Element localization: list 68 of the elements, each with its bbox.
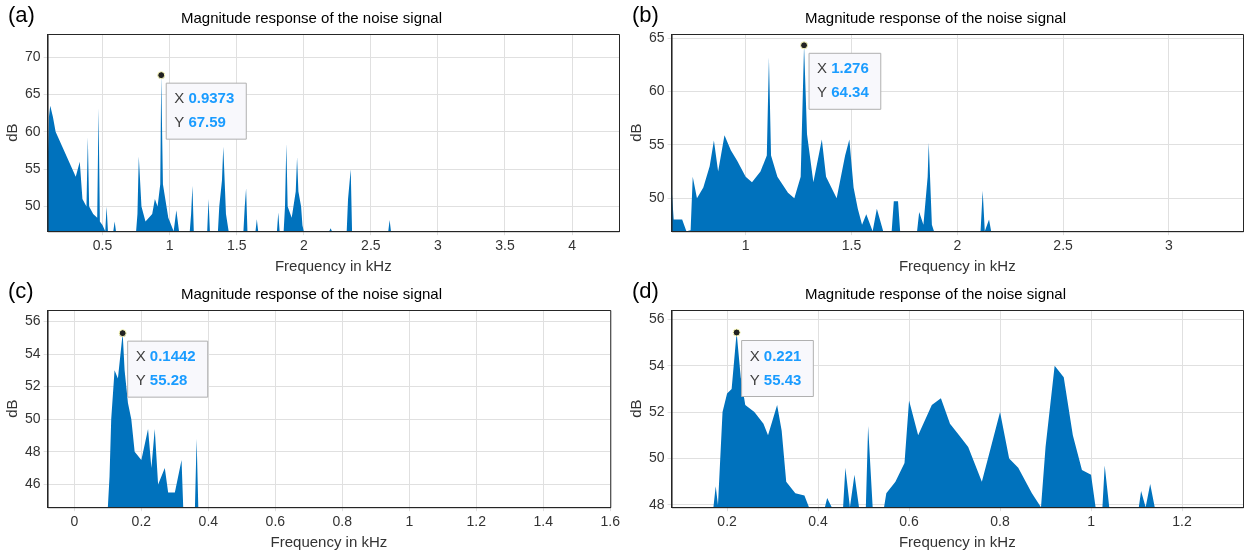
y-tick-label: 60: [648, 82, 665, 99]
x-tick-label: 1.5: [226, 237, 247, 254]
y-tick-label: 55: [648, 135, 665, 152]
y-tick-label: 70: [24, 48, 41, 65]
x-tick-label: 0.5: [92, 237, 113, 254]
y-tick-label: 52: [648, 402, 665, 419]
x-tick-label: 3.5: [495, 237, 515, 254]
x-tick-label: 0.8: [332, 513, 353, 530]
x-tick-label: 1.2: [466, 513, 487, 530]
chart-title: Magnitude response of the noise signal: [180, 285, 443, 303]
y-tick-label: 56: [648, 310, 665, 327]
x-tick-label: 0.2: [131, 513, 152, 530]
x-tick-label: 0.2: [717, 513, 738, 530]
y-tick-label: 50: [648, 449, 665, 466]
y-axis-title: dB: [3, 123, 21, 142]
x-tick-label: 1.4: [533, 513, 554, 530]
y-tick-label: 54: [24, 344, 41, 361]
x-tick-label: 2.5: [361, 237, 381, 254]
y-tick-label: 48: [24, 442, 41, 459]
x-tick-label: 1.6: [600, 513, 621, 530]
x-tick-label: 3: [1165, 237, 1174, 254]
x-tick-label: 2: [953, 237, 962, 254]
x-axis-title: Frequency in kHz: [274, 257, 392, 275]
x-tick-label: 2: [299, 237, 308, 254]
x-axis-title: Frequency in kHz: [898, 257, 1016, 275]
x-tick-label: 0.4: [198, 513, 219, 530]
y-tick-label: 50: [24, 197, 41, 214]
x-tick-label: 1.5: [841, 237, 862, 254]
x-axis-title: Frequency in kHz: [270, 533, 388, 551]
text: (a): [8, 2, 35, 28]
annotation: X 0.9373 Y 67.59: [174, 89, 235, 131]
y-tick-label: 50: [24, 410, 41, 427]
y-axis-title: dB: [627, 123, 645, 142]
x-tick-label: 1: [405, 513, 414, 530]
y-tick-label: 56: [24, 312, 41, 329]
x-axis-title: Frequency in kHz: [898, 533, 1016, 551]
x-tick-label: 1: [741, 237, 750, 254]
x-tick-label: 0.6: [899, 513, 919, 530]
x-tick-label: 2.5: [1053, 237, 1074, 254]
annotation: X 0.221 Y 55.43: [749, 346, 802, 388]
x-tick-label: 3: [434, 237, 443, 254]
y-tick-label: 60: [24, 122, 41, 139]
x-tick-label: 0.6: [265, 513, 286, 530]
x-tick-label: 0.8: [990, 513, 1010, 530]
chart-title: Magnitude response of the noise signal: [804, 9, 1067, 27]
y-tick-label: 48: [648, 495, 665, 512]
y-tick-label: 50: [648, 189, 665, 206]
y-axis-title: dB: [627, 399, 645, 418]
text: (d): [632, 278, 659, 304]
x-tick-label: 1: [165, 237, 174, 254]
x-tick-label: 1: [1087, 513, 1096, 530]
text: (b): [632, 2, 659, 28]
y-tick-label: 46: [24, 475, 41, 492]
x-tick-label: 0: [70, 513, 79, 530]
text: (c): [8, 278, 34, 304]
x-tick-label: 1.2: [1172, 513, 1192, 530]
y-axis-title: dB: [3, 399, 21, 418]
y-tick-label: 54: [648, 356, 665, 373]
annotation: X 1.276 Y 64.34: [817, 59, 870, 101]
x-tick-label: 0.4: [808, 513, 829, 530]
annotation: X 0.1442 Y 55.28: [135, 347, 196, 389]
chart-title: Magnitude response of the noise signal: [180, 9, 443, 27]
y-tick-label: 65: [24, 85, 41, 102]
y-tick-label: 65: [648, 29, 665, 46]
x-tick-label: 4: [568, 237, 577, 254]
y-tick-label: 52: [24, 377, 41, 394]
y-tick-label: 55: [24, 160, 41, 177]
chart-title: Magnitude response of the noise signal: [804, 285, 1067, 303]
